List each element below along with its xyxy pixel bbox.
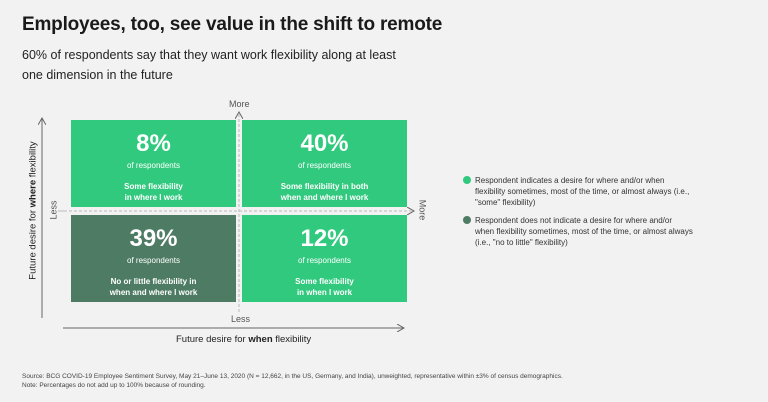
quadrant-bottom-right: 12% of respondents Some flexibility in wh… (242, 215, 407, 302)
quadrant-sublabel: of respondents (298, 256, 351, 265)
x-axis-title: Future desire for when flexibility (176, 334, 312, 345)
legend-item-none: Respondent does not indicate a desire fo… (463, 215, 693, 248)
y-axis-high-label: More (229, 99, 250, 109)
quadrant-label: Some flexibility in when I work (295, 277, 354, 297)
legend-text: Respondent indicates a desire for where … (475, 176, 690, 207)
quadrant-sublabel: of respondents (127, 161, 180, 170)
legend-item-some: Respondent indicates a desire for where … (463, 175, 693, 208)
quadrant-value: 39% (129, 225, 178, 252)
legend-dot-icon (463, 176, 471, 184)
x-axis-high-label: More (417, 199, 428, 221)
y-axis-low-label: Less (231, 314, 251, 324)
rounding-note: Note: Percentages do not add up to 100% … (22, 382, 206, 389)
quadrant-label: Some flexibility in both when and where I… (280, 182, 369, 202)
y-axis-title: Future desire for where flexibility (27, 141, 39, 280)
quadrant-top-left: 8% of respondents Some flexibility in whe… (71, 120, 236, 207)
chart-title: Employees, too, see value in the shift t… (22, 14, 443, 35)
quadrant-label: Some flexibility in where I work (124, 182, 183, 202)
quadrant-value: 8% (136, 130, 171, 157)
quadrant-label: No or little flexibility in when and wher… (109, 277, 198, 297)
quadrant-sublabel: of respondents (298, 161, 351, 170)
source-note: Source: BCG COVID-19 Employee Sentiment … (22, 373, 563, 380)
x-axis-low-label: Less (48, 200, 59, 220)
quadrant-value: 12% (300, 225, 349, 252)
quadrant-bottom-left: 39% of respondents No or little flexibil… (71, 215, 236, 302)
quadrant-value: 40% (300, 130, 349, 157)
quadrant-top-right: 40% of respondents Some flexibility in b… (242, 120, 407, 207)
quadrant-sublabel: of respondents (127, 256, 180, 265)
legend-text: Respondent does not indicate a desire fo… (475, 216, 693, 247)
legend-dot-icon (463, 216, 471, 224)
chart-subtitle: 60% of respondents say that they want wo… (22, 48, 396, 82)
